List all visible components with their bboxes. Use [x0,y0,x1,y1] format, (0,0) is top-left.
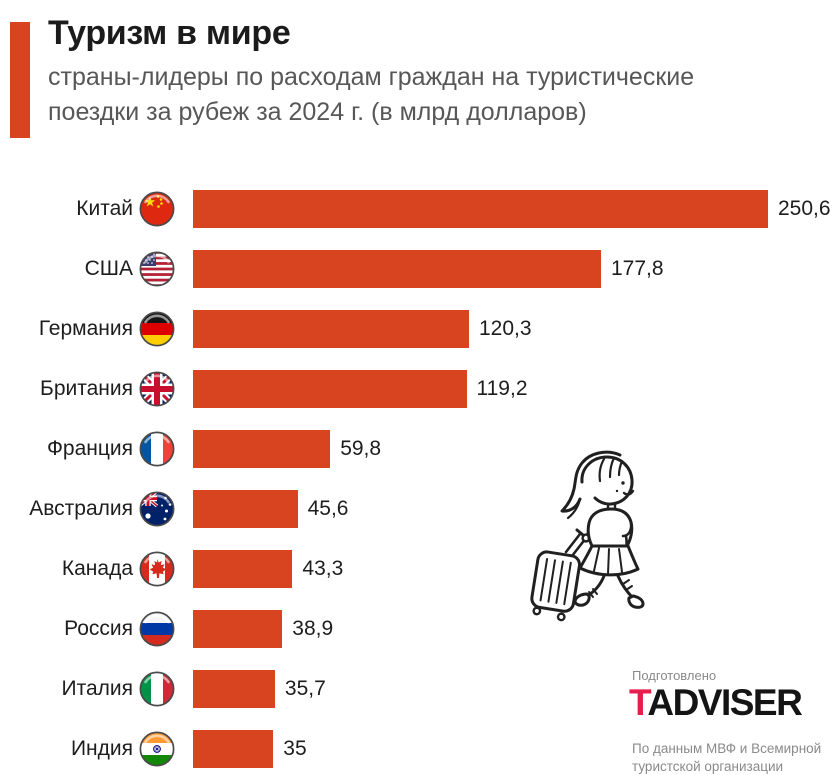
flag-india-icon [139,731,175,767]
tadviser-logo-t: T [629,682,649,723]
chart-row: Франция 59,8 [0,430,381,468]
chart-row: США 177,8 [0,250,664,288]
country-label: Австралия [29,497,133,520]
country-label: Германия [38,317,133,340]
country-label: Британия [40,377,133,400]
doodle-girl-with-suitcase-icon [530,450,645,622]
value-label: 35,7 [284,677,326,700]
source-line-1: По данным МВФ и Всемирной [632,740,822,756]
value-bar [193,250,601,288]
page-subtitle: страны-лидеры по расходам граждан на тур… [48,60,694,130]
value-bar [193,430,331,468]
prepared-label: Подготовлено [632,668,717,683]
source-note: По данным МВФ и Всемирной туристской орга… [632,740,821,775]
accent-bar [10,22,30,138]
flag-canada-icon [139,551,175,587]
chart-row: Китай 250,6 [0,190,831,228]
value-label: 120,3 [479,317,532,340]
value-label: 35 [283,737,307,760]
flag-russia-icon [139,611,175,647]
subtitle-line-1: страны-лидеры по расходам граждан на тур… [48,63,695,91]
value-label: 38,9 [292,617,334,640]
page-title: Туризм в мире [48,14,291,52]
flag-australia-icon [139,491,175,527]
chart-row: Индия 35 [0,730,307,768]
country-label: Индия [70,737,133,760]
chart-row: Италия 35,7 [0,670,326,708]
flag-usa-icon [139,251,175,287]
chart-row: Британия 119,2 [0,370,528,408]
value-label: 119,2 [476,377,528,400]
chart-row: Германия 120,3 [0,310,532,348]
chart-row: Австралия 45,6 [0,490,348,528]
value-label: 177,8 [611,257,664,280]
country-label: Россия [64,617,133,640]
chart-row: Канада 43,3 [0,550,343,588]
flag-france-icon [139,431,175,467]
flag-germany-icon [139,311,175,347]
country-label: США [84,257,133,280]
value-bar [193,730,274,768]
country-label: Канада [61,557,133,580]
value-bar [193,310,469,348]
chart-row: Россия 38,9 [0,610,333,648]
country-label: Китай [76,197,133,220]
value-label: 45,6 [307,497,349,520]
flag-uk-icon [139,371,175,407]
value-bar [193,610,283,648]
flag-china-icon [139,191,175,227]
tadviser-logo-rest: ADVISER [647,682,802,723]
country-label: Франция [46,437,133,460]
value-bar [193,550,293,588]
value-bar [193,670,275,708]
country-label: Италия [61,677,133,700]
value-bar [193,490,298,528]
value-bar [193,190,768,228]
source-line-2: туристской организации [632,758,784,774]
value-bar [193,370,467,408]
subtitle-line-2: поездки за рубеж за 2024 г. (в млрд долл… [48,98,587,126]
value-label: 59,8 [340,437,382,460]
value-label: 250,6 [778,197,831,220]
flag-italy-icon [139,671,175,707]
value-label: 43,3 [302,557,344,580]
tadviser-logo: TADVISER [629,682,803,724]
